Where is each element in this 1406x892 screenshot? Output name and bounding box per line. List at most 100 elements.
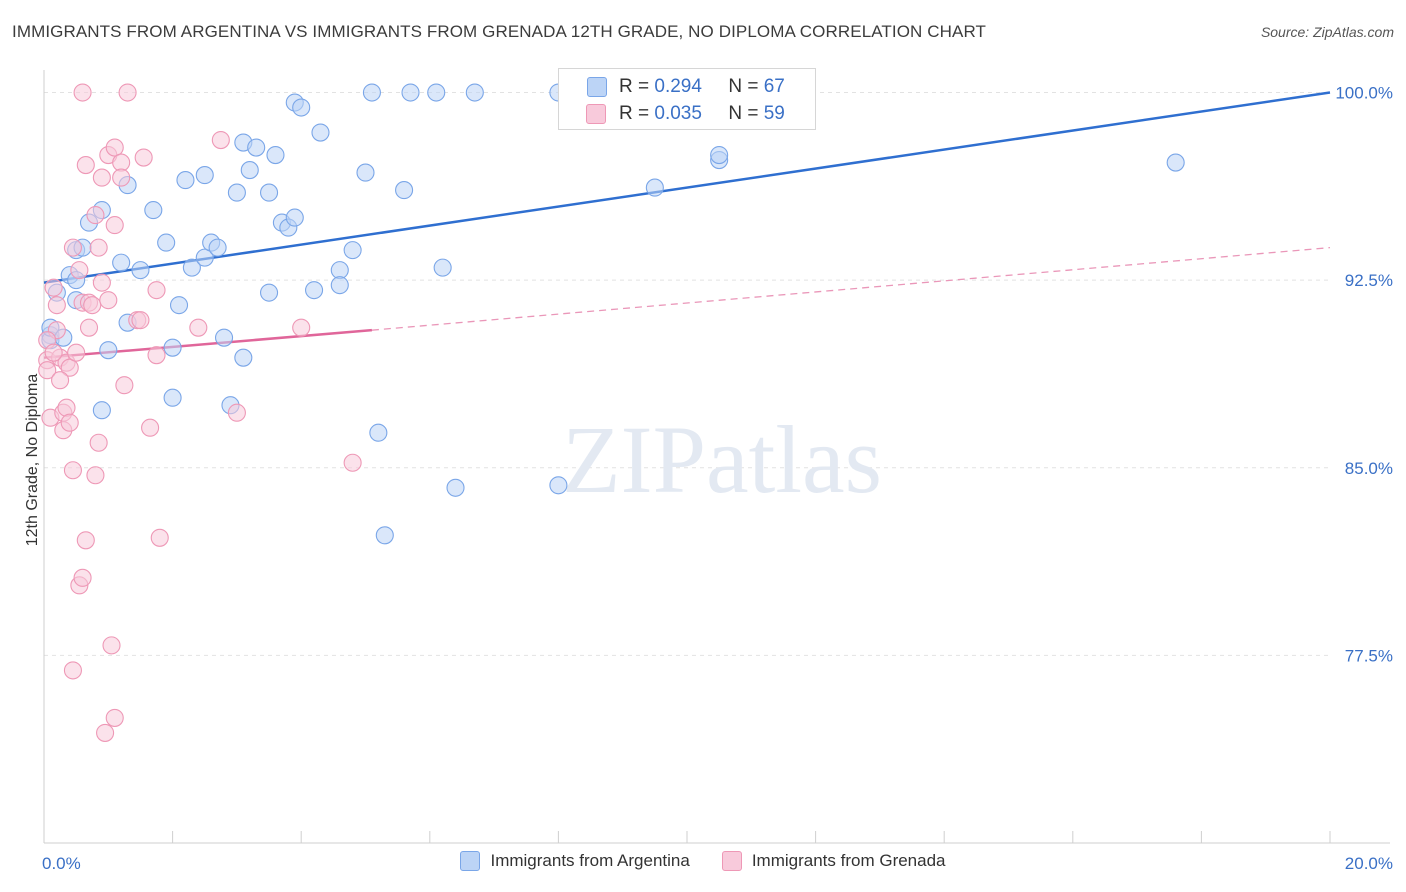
legend-label-grenada: Immigrants from Grenada	[751, 851, 946, 870]
chart-title: IMMIGRANTS FROM ARGENTINA VS IMMIGRANTS …	[12, 22, 986, 41]
series-legend: Immigrants from Argentina Immigrants fro…	[0, 851, 1406, 871]
n-label: N =	[728, 76, 759, 97]
argentina-point	[259, 283, 279, 302]
argentina-point	[227, 183, 246, 202]
grenada-point	[105, 216, 124, 235]
y-axis-label: 12th Grade, No Diploma	[24, 373, 41, 547]
argentina-point	[549, 476, 568, 495]
argentina-point	[157, 233, 176, 252]
argentina-point	[356, 163, 375, 182]
grenada-point	[63, 461, 82, 480]
grenada-point	[63, 238, 82, 257]
r-label: R =	[619, 76, 650, 97]
argentina-point	[163, 388, 182, 407]
x-tick-label: 0.0%	[42, 854, 81, 873]
argentina-point	[240, 161, 259, 180]
argentina-point	[112, 253, 131, 272]
grenada-point	[292, 318, 311, 337]
grenada-trend-extension	[371, 246, 1331, 331]
grenada-point	[44, 343, 63, 362]
argentina-point	[427, 83, 446, 102]
argentina-point	[144, 201, 163, 220]
grenada-point	[60, 358, 79, 377]
grenada-point	[76, 156, 95, 175]
legend-item-grenada[interactable]: Immigrants from Grenada	[721, 851, 946, 871]
argentina-point	[247, 138, 266, 157]
argentina-legend-swatch	[460, 851, 481, 871]
n-label: N =	[728, 103, 759, 124]
grenada-point	[47, 296, 66, 315]
r-value: 0.035	[654, 103, 702, 124]
argentina-point	[99, 341, 118, 360]
grenada-point	[112, 153, 131, 172]
grenada-point	[67, 343, 86, 362]
grenada-point	[73, 83, 92, 102]
argentina-point	[285, 208, 304, 227]
argentina-point	[395, 181, 414, 200]
y-tick-label: 85.0%	[1345, 459, 1393, 478]
argentina-point	[259, 183, 279, 202]
grenada-point	[83, 296, 102, 315]
trend-lines	[43, 91, 1331, 359]
grenada-point	[105, 708, 124, 727]
argentina-point	[369, 423, 388, 442]
argentina-point	[375, 526, 394, 545]
axes	[43, 70, 1390, 844]
y-tick-label: 77.5%	[1345, 646, 1393, 665]
argentina-point	[182, 258, 201, 277]
argentina-point	[362, 83, 381, 102]
argentina-point	[465, 83, 484, 102]
legend-item-argentina[interactable]: Immigrants from Argentina	[460, 851, 690, 871]
argentina-point	[169, 296, 189, 315]
grenada-swatch	[586, 104, 606, 124]
grenada-point	[57, 398, 76, 417]
grenada-point	[147, 346, 166, 365]
r-value: 0.294	[654, 76, 702, 97]
n-value: 67	[763, 76, 785, 97]
grenada-trend-line	[43, 328, 373, 359]
argentina-point	[305, 281, 324, 300]
grenada-point	[76, 531, 95, 550]
grenada-point	[44, 278, 63, 297]
grenada-point	[73, 568, 92, 587]
grenada-point	[51, 371, 70, 390]
argentina-point	[311, 123, 330, 142]
argentina-point	[208, 238, 227, 257]
source-label: Source: ZipAtlas.com	[1260, 24, 1394, 40]
argentina-point	[266, 146, 285, 165]
grenada-point	[227, 403, 246, 422]
n-value: 59	[763, 103, 785, 124]
tick-labels: 77.5% 85.0% 92.5% 100.0% 0.0% 20.0%	[42, 84, 1393, 873]
argentina-point	[163, 338, 182, 357]
grenada-point	[115, 376, 134, 395]
grid-lines	[44, 92, 1330, 656]
y-tick-label: 92.5%	[1345, 271, 1393, 290]
grenada-point	[96, 723, 115, 742]
grenada-legend-swatch	[721, 851, 742, 871]
argentina-point	[214, 328, 234, 347]
argentina-point	[645, 178, 664, 197]
grenada-point	[141, 418, 160, 437]
argentina-point	[131, 261, 150, 280]
grenada-point	[63, 661, 82, 680]
argentina-point	[710, 146, 729, 165]
grenada-point	[189, 318, 208, 337]
grenada-point	[86, 206, 105, 225]
grenada-point	[105, 138, 124, 157]
grenada-point	[89, 238, 108, 257]
grenada-point	[147, 281, 166, 300]
grenada-point	[70, 261, 89, 280]
grenada-point	[150, 528, 169, 547]
y-tick-label: 100.0%	[1335, 84, 1393, 103]
argentina-point	[343, 241, 362, 260]
grenada-point	[102, 636, 121, 655]
grenada-point	[86, 466, 105, 485]
grenada-point	[118, 83, 137, 102]
argentina-point	[292, 98, 311, 117]
argentina-point	[446, 478, 465, 497]
argentina-point	[234, 348, 253, 367]
argentina-point	[433, 258, 452, 277]
argentina-point	[330, 261, 349, 280]
argentina-point	[195, 248, 214, 267]
